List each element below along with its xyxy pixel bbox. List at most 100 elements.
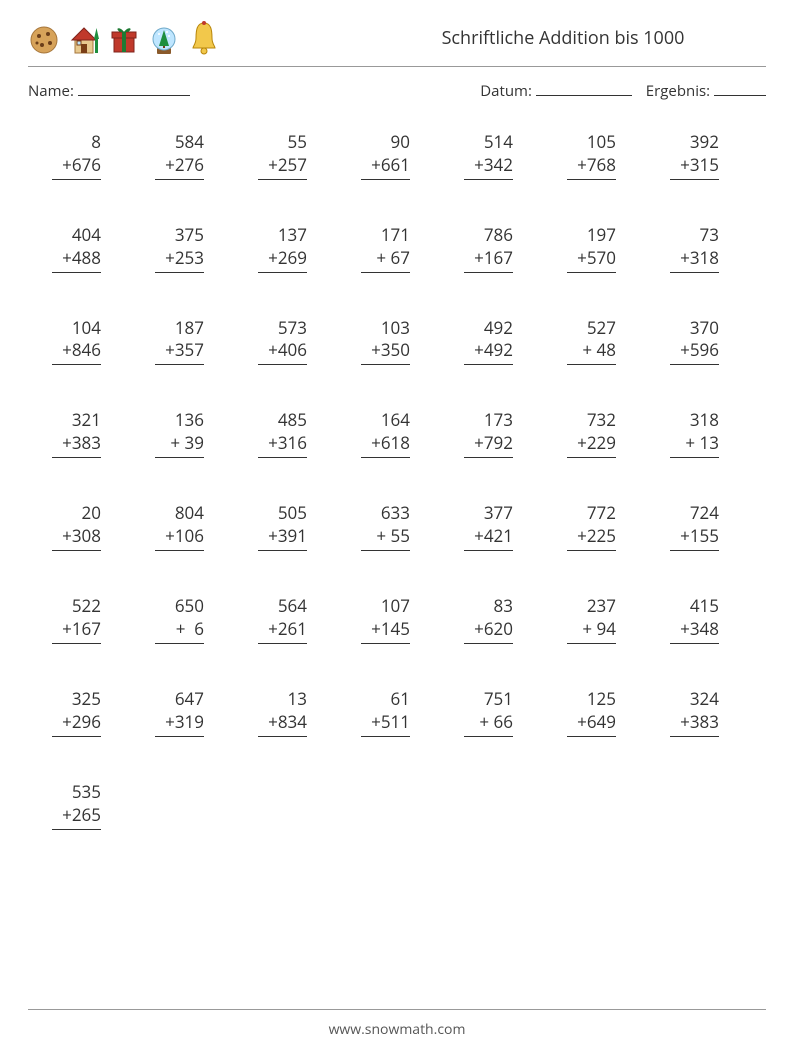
cookie-icon (28, 24, 60, 56)
addend-top: 647 (137, 688, 240, 711)
addition-problem: 370+596 (652, 317, 755, 366)
name-label: Name: (28, 81, 74, 101)
addition-problem: 83+620 (446, 595, 549, 644)
header-rule (28, 66, 766, 67)
problem-rule (567, 272, 616, 273)
addend-bottom: +676 (34, 154, 137, 177)
addend-bottom: +265 (34, 804, 137, 827)
addition-problem: 125+649 (549, 688, 652, 737)
addend-bottom: +276 (137, 154, 240, 177)
addend-bottom: +383 (652, 711, 755, 734)
addend-top: 164 (343, 409, 446, 432)
problem-rule (155, 272, 204, 273)
worksheet-title: Schriftliche Addition bis 1000 (220, 26, 766, 50)
addend-top: 8 (34, 131, 137, 154)
addition-problem: 647+319 (137, 688, 240, 737)
problem-rule (52, 829, 101, 830)
addend-bottom: + 67 (343, 247, 446, 270)
addend-bottom: +570 (549, 247, 652, 270)
footer-text: www.snowmath.com (329, 1020, 466, 1039)
addend-bottom: +253 (137, 247, 240, 270)
problem-rule (155, 179, 204, 180)
addend-top: 375 (137, 224, 240, 247)
addend-bottom: +261 (240, 618, 343, 641)
addition-problem: 318+ 13 (652, 409, 755, 458)
addition-problem: 392+315 (652, 131, 755, 180)
bell-icon (188, 20, 220, 56)
addend-bottom: +350 (343, 339, 446, 362)
snowglobe-icon (148, 24, 180, 56)
footer-rule (28, 1009, 766, 1010)
addend-bottom: +618 (343, 432, 446, 455)
addend-top: 633 (343, 502, 446, 525)
gift-icon (108, 24, 140, 56)
problem-rule (361, 179, 410, 180)
name-blank[interactable] (78, 79, 190, 96)
result-blank[interactable] (714, 79, 766, 96)
addition-problem: 377+421 (446, 502, 549, 551)
problem-rule (155, 364, 204, 365)
problem-rule (567, 550, 616, 551)
addition-problem: 171+ 67 (343, 224, 446, 273)
addend-top: 237 (549, 595, 652, 618)
addition-problem: 13+834 (240, 688, 343, 737)
addend-bottom: +167 (34, 618, 137, 641)
addition-problem: 751+ 66 (446, 688, 549, 737)
addition-problem: 633+ 55 (343, 502, 446, 551)
addend-top: 650 (137, 595, 240, 618)
problem-rule (670, 179, 719, 180)
problem-rule (361, 550, 410, 551)
addend-bottom: +792 (446, 432, 549, 455)
addend-top: 55 (240, 131, 343, 154)
addition-problem: 325+296 (34, 688, 137, 737)
date-blank[interactable] (536, 79, 632, 96)
addition-problem: 485+316 (240, 409, 343, 458)
problem-rule (361, 643, 410, 644)
addend-bottom: +357 (137, 339, 240, 362)
addend-top: 584 (137, 131, 240, 154)
addition-problem: 90+661 (343, 131, 446, 180)
footer: www.snowmath.com (0, 1009, 794, 1039)
problem-rule (258, 643, 307, 644)
addend-bottom: +846 (34, 339, 137, 362)
problem-rule (258, 364, 307, 365)
problems-grid: 8+676 584+276 55+257 90+661 514+342 105+… (28, 131, 766, 830)
addition-problem: 564+261 (240, 595, 343, 644)
addend-bottom: +145 (343, 618, 446, 641)
addend-bottom: +620 (446, 618, 549, 641)
worksheet-header: Schriftliche Addition bis 1000 (28, 16, 766, 60)
addend-bottom: +383 (34, 432, 137, 455)
addend-bottom: +406 (240, 339, 343, 362)
problem-rule (155, 457, 204, 458)
addition-problem: 573+406 (240, 317, 343, 366)
addend-bottom: +661 (343, 154, 446, 177)
addend-bottom: +318 (652, 247, 755, 270)
addend-top: 370 (652, 317, 755, 340)
addend-top: 137 (240, 224, 343, 247)
problem-rule (361, 364, 410, 365)
addend-bottom: +308 (34, 525, 137, 548)
addend-bottom: +421 (446, 525, 549, 548)
addition-problem: 505+391 (240, 502, 343, 551)
problem-rule (567, 179, 616, 180)
addition-problem: 650+ 6 (137, 595, 240, 644)
addition-problem: 173+792 (446, 409, 549, 458)
problem-rule (155, 550, 204, 551)
addition-problem: 61+511 (343, 688, 446, 737)
addend-bottom: +225 (549, 525, 652, 548)
addend-bottom: +167 (446, 247, 549, 270)
addend-bottom: + 55 (343, 525, 446, 548)
addend-top: 804 (137, 502, 240, 525)
problem-rule (670, 364, 719, 365)
addend-top: 318 (652, 409, 755, 432)
addend-top: 324 (652, 688, 755, 711)
addend-top: 173 (446, 409, 549, 432)
addend-top: 535 (34, 781, 137, 804)
addend-bottom: +511 (343, 711, 446, 734)
addition-problem: 772+225 (549, 502, 652, 551)
problem-rule (52, 179, 101, 180)
addition-problem: 237+ 94 (549, 595, 652, 644)
addend-bottom: + 66 (446, 711, 549, 734)
addend-bottom: +596 (652, 339, 755, 362)
addend-bottom: +834 (240, 711, 343, 734)
